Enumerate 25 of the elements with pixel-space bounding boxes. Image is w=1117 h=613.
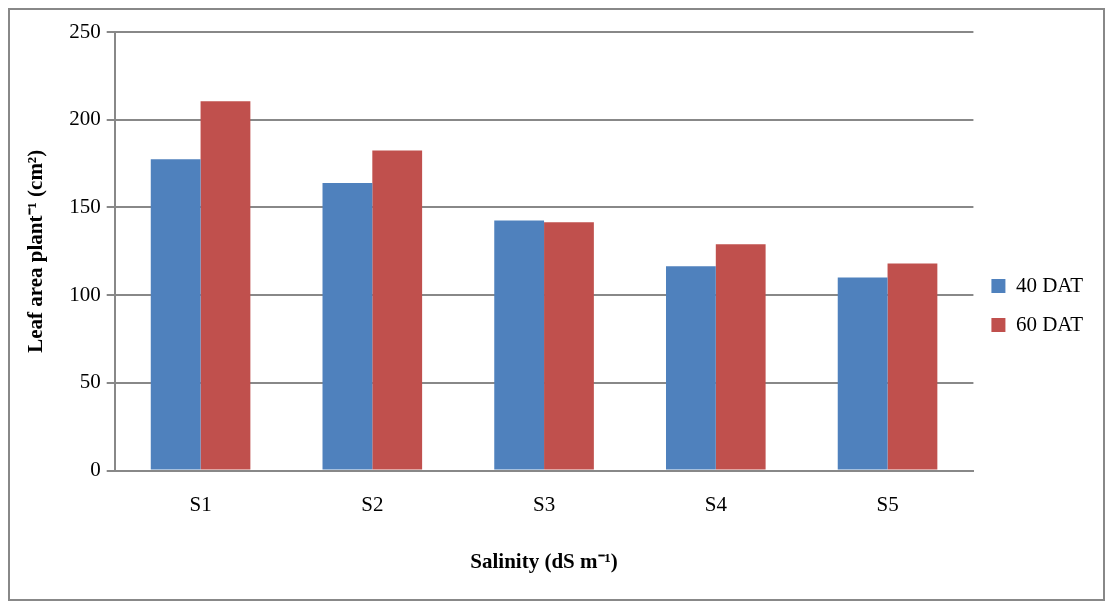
legend-label: 60 DAT <box>1015 311 1084 336</box>
bar <box>837 277 888 470</box>
x-tick-label: S3 <box>532 491 556 516</box>
bar <box>715 244 766 470</box>
y-tick-label: 250 <box>69 18 101 43</box>
y-tick-label: 100 <box>69 281 101 306</box>
legend-label: 40 DAT <box>1015 272 1084 297</box>
y-tick-label: 0 <box>90 457 101 482</box>
bar <box>372 150 423 470</box>
bar <box>150 159 201 470</box>
x-tick-label: S4 <box>704 491 728 516</box>
y-tick-label: 50 <box>79 369 101 394</box>
bar <box>544 222 594 470</box>
x-tick-label: S5 <box>876 491 899 516</box>
x-tick-label: S1 <box>189 491 212 516</box>
bar <box>494 220 545 470</box>
y-axis-title: Leaf area plant⁻¹ (cm²) <box>23 149 48 353</box>
bar <box>200 101 251 470</box>
x-tick-label: S2 <box>361 491 384 516</box>
bar <box>322 182 373 470</box>
x-axis-title: Salinity (dS m⁻¹) <box>470 548 618 573</box>
y-tick-label: 150 <box>69 193 101 218</box>
bar <box>666 266 716 470</box>
y-tick-label: 200 <box>69 106 101 131</box>
bar <box>887 263 938 470</box>
